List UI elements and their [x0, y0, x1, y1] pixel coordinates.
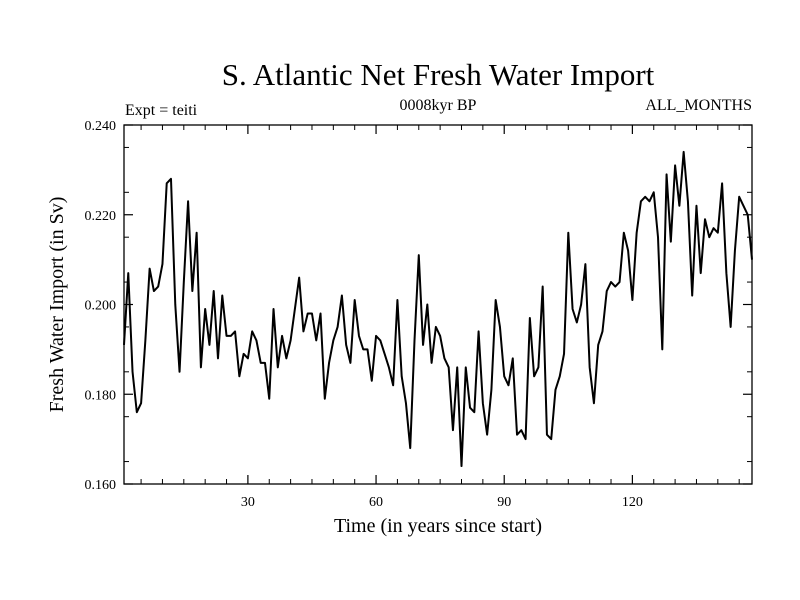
y-tick-label: 0.180 — [85, 388, 117, 403]
x-tick-label: 120 — [622, 495, 643, 510]
series-layer — [123, 150, 753, 468]
y-tick-label: 0.200 — [85, 299, 117, 314]
axis-ticks: 0.160 0.180 0.200 0.220 0.240 30 60 90 120 — [85, 119, 752, 510]
x-tick-label: 30 — [241, 495, 255, 510]
y-tick-label: 0.220 — [85, 209, 117, 224]
experiment-label: Expt = teiti — [125, 102, 198, 119]
period-label: 0008kyr BP — [400, 97, 477, 114]
y-axis-label: Fresh Water Import (in Sv) — [46, 197, 68, 413]
x-tick-label: 60 — [369, 495, 383, 510]
plot-frame — [123, 124, 753, 485]
y-tick-label: 0.160 — [85, 478, 117, 493]
series-line — [123, 150, 753, 468]
months-label: ALL_MONTHS — [645, 97, 752, 114]
chart-title: S. Atlantic Net Fresh Water Import — [222, 57, 655, 92]
x-tick-label: 90 — [497, 495, 511, 510]
x-axis-label: Time (in years since start) — [334, 515, 542, 537]
y-tick-label: 0.240 — [85, 119, 117, 134]
